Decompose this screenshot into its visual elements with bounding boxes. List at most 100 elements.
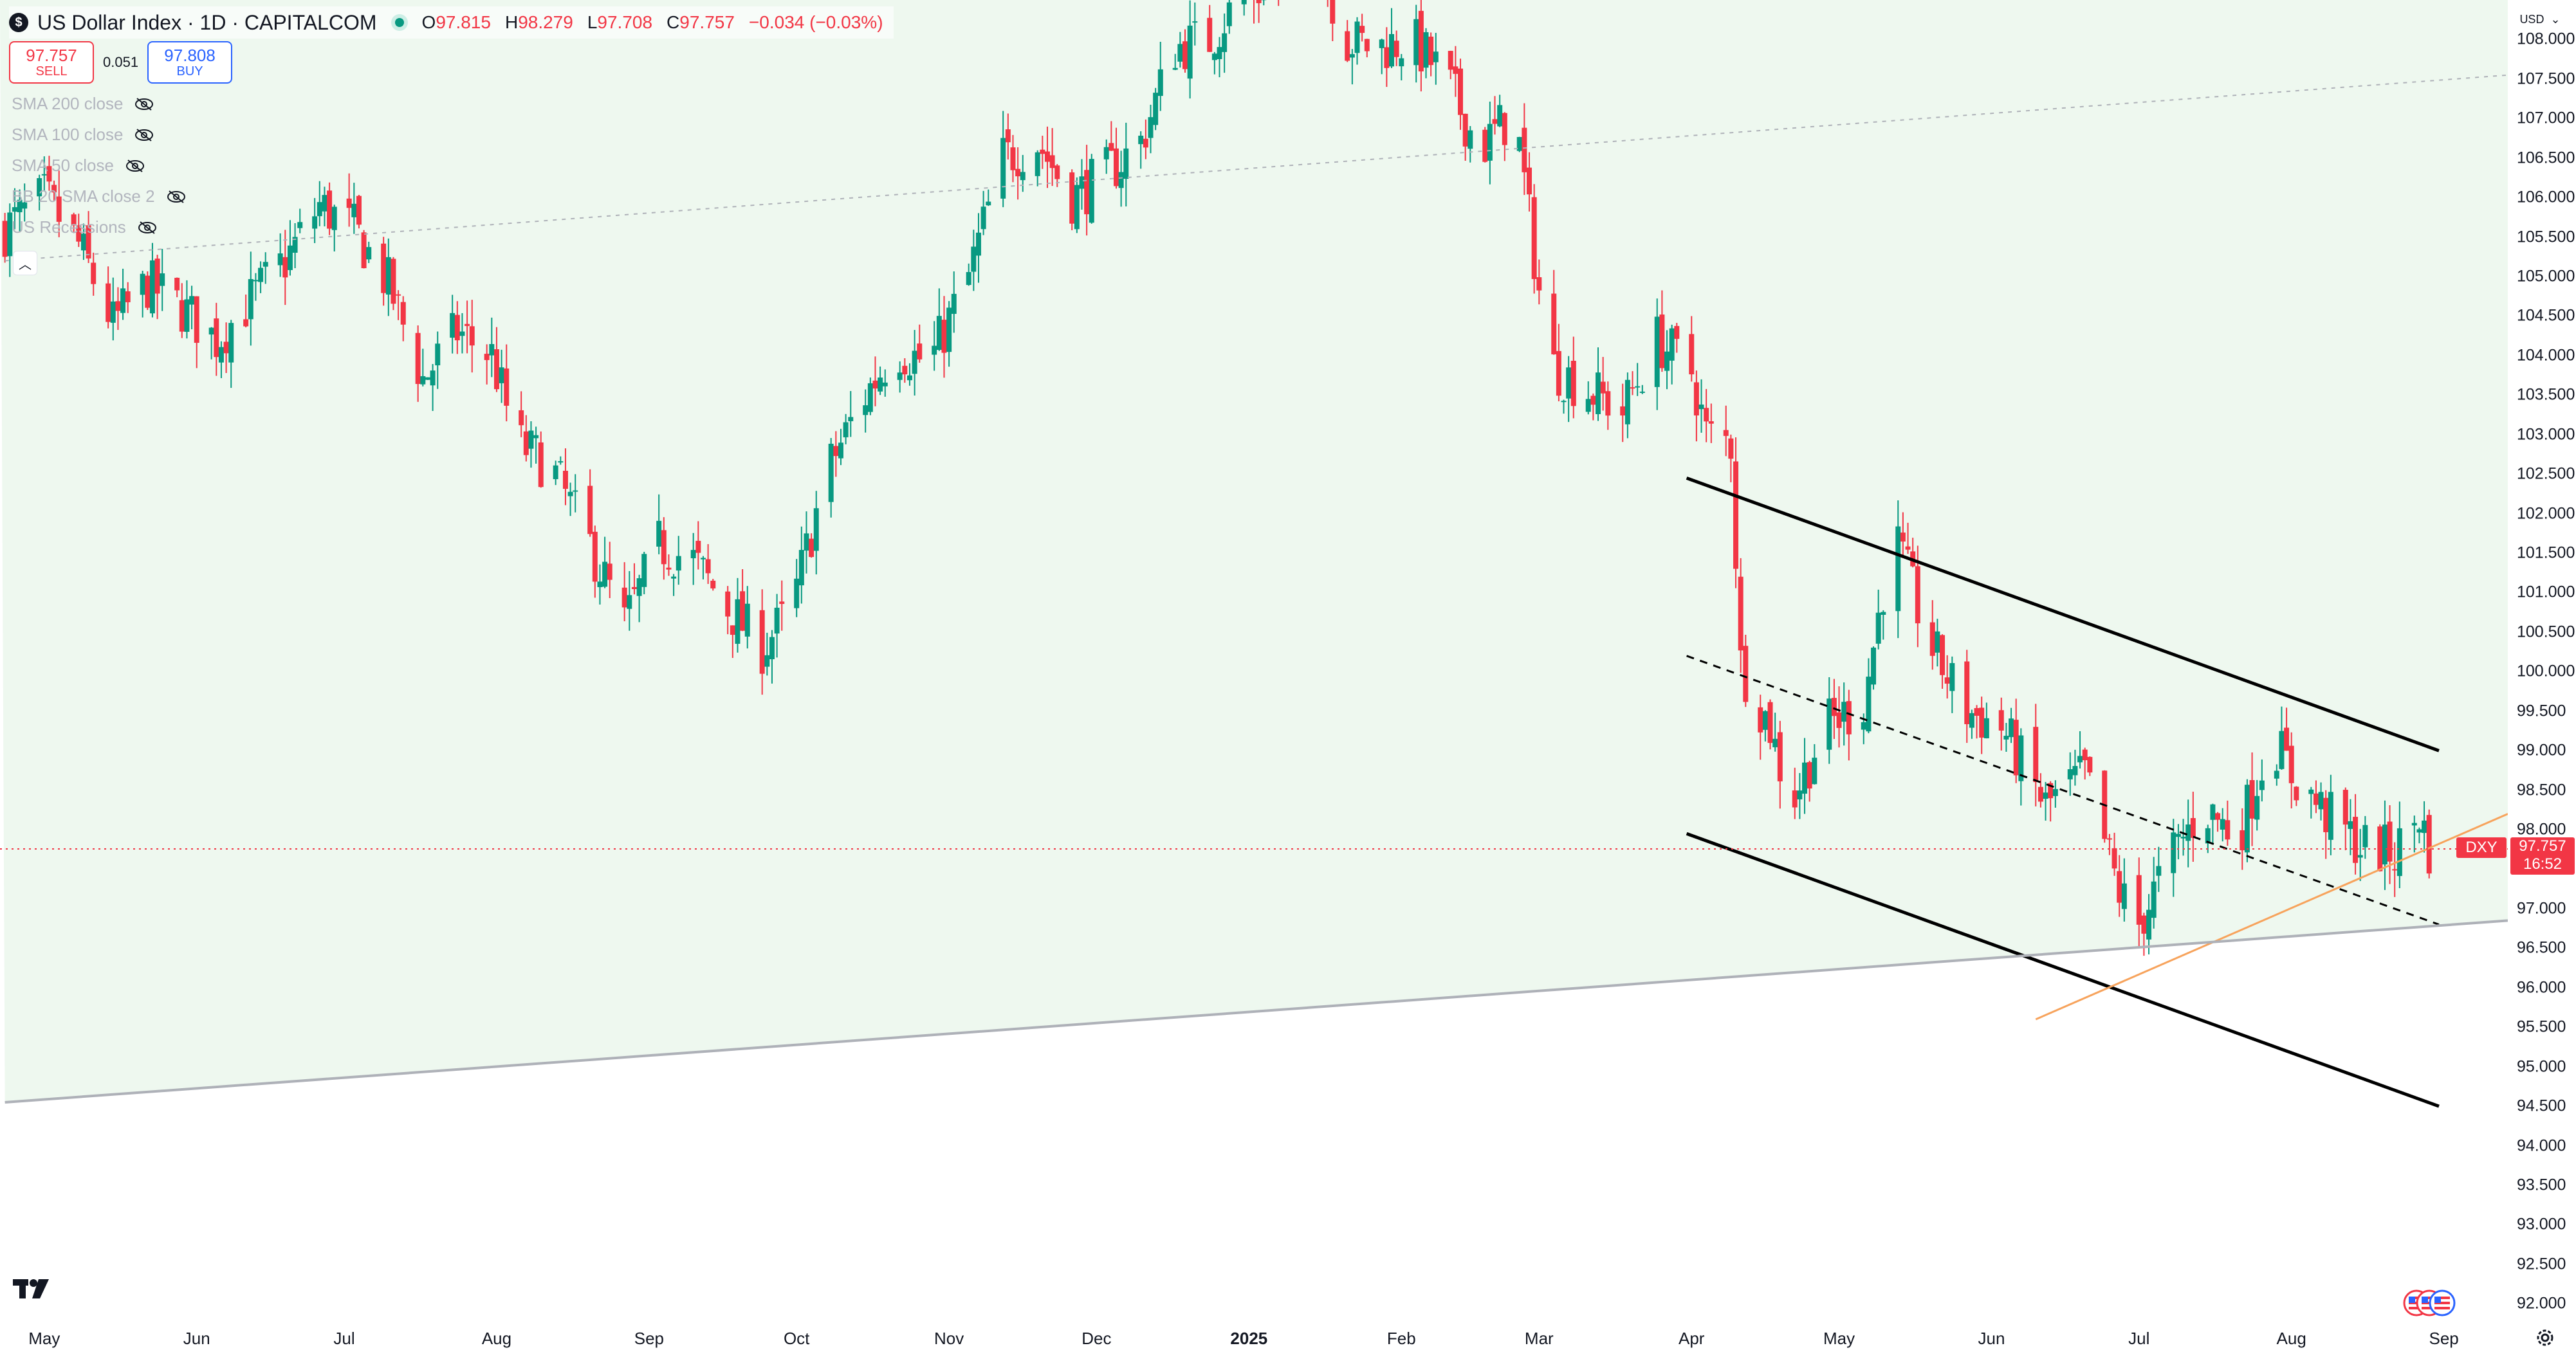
candle[interactable] [450, 295, 455, 354]
candle[interactable] [740, 569, 746, 632]
candle[interactable] [2018, 728, 2024, 806]
candle[interactable] [1979, 697, 1985, 754]
candle[interactable] [12, 188, 17, 230]
candle[interactable] [1261, 0, 1267, 6]
candle[interactable] [2422, 801, 2427, 853]
candle[interactable] [331, 205, 337, 251]
candle[interactable] [1527, 152, 1532, 212]
candle[interactable] [1733, 437, 1739, 588]
candle[interactable] [356, 195, 362, 229]
candle[interactable] [1669, 324, 1675, 385]
candle[interactable] [2249, 752, 2255, 846]
candle[interactable] [1354, 17, 1360, 65]
candle[interactable] [932, 321, 937, 371]
candle[interactable] [779, 580, 785, 631]
candle[interactable] [1728, 434, 1734, 482]
candle[interactable] [656, 494, 662, 554]
candle[interactable] [2175, 824, 2181, 860]
sell-button[interactable]: 97.757 SELL [9, 41, 94, 84]
candle[interactable] [1217, 37, 1222, 78]
channel-mid-line[interactable] [1686, 655, 2440, 925]
candle[interactable] [1949, 656, 1955, 713]
candle[interactable] [391, 257, 396, 311]
candle[interactable] [115, 287, 121, 331]
candle[interactable] [1349, 49, 1355, 85]
candle[interactable] [2121, 858, 2127, 922]
candle[interactable] [91, 252, 97, 296]
candle[interactable] [906, 363, 912, 386]
candle[interactable] [420, 349, 426, 387]
candle[interactable] [804, 511, 809, 574]
candle[interactable] [627, 571, 632, 631]
candle[interactable] [312, 197, 318, 243]
candle[interactable] [1413, 5, 1419, 83]
candle[interactable] [1551, 269, 1557, 355]
candle[interactable] [2357, 828, 2363, 881]
candle[interactable] [1531, 184, 1537, 294]
candle[interactable] [415, 325, 421, 402]
candle[interactable] [1767, 699, 1773, 750]
flags-icon[interactable] [2402, 1289, 2456, 1320]
candle[interactable] [533, 426, 539, 464]
candle[interactable] [2244, 779, 2250, 862]
candle[interactable] [2111, 832, 2117, 876]
candle[interactable] [798, 526, 804, 604]
candle[interactable] [243, 294, 249, 328]
candle[interactable] [897, 361, 903, 393]
candle[interactable] [1708, 403, 1714, 443]
candle[interactable] [361, 230, 367, 269]
candle[interactable] [2171, 819, 2176, 897]
candle[interactable] [174, 277, 180, 298]
candle[interactable] [346, 173, 352, 227]
eye-crossed-icon[interactable] [136, 221, 158, 235]
candle[interactable] [2072, 749, 2078, 786]
candle[interactable] [867, 377, 873, 415]
candle[interactable] [710, 579, 716, 591]
candle[interactable] [631, 563, 637, 595]
candle[interactable] [2082, 747, 2088, 780]
candle[interactable] [2342, 787, 2348, 850]
candle[interactable] [1743, 634, 1749, 707]
candle[interactable] [381, 237, 387, 306]
candle[interactable] [41, 156, 47, 191]
candle[interactable] [695, 521, 701, 570]
indicator-sma200[interactable]: SMA 200 close [12, 94, 155, 114]
candle[interactable] [2225, 800, 2231, 846]
collapse-legend-button[interactable]: ︿ [13, 251, 37, 275]
candle[interactable] [1900, 512, 1906, 556]
candle[interactable] [1467, 126, 1473, 163]
candle[interactable] [1256, 0, 1262, 23]
candle[interactable] [327, 182, 333, 235]
candle[interactable] [76, 214, 82, 247]
candle[interactable] [1148, 104, 1154, 154]
candle[interactable] [2240, 808, 2245, 870]
candle[interactable] [1974, 705, 1980, 739]
candle[interactable] [2151, 857, 2157, 929]
candle[interactable] [1487, 101, 1493, 185]
candle[interactable] [1384, 27, 1390, 87]
candle[interactable] [1207, 5, 1213, 52]
candle[interactable] [1871, 646, 1877, 690]
candle[interactable] [51, 180, 57, 201]
candle[interactable] [592, 525, 598, 598]
candle[interactable] [1940, 634, 1946, 689]
candle[interactable] [538, 431, 544, 488]
candle[interactable] [843, 414, 849, 444]
drawing-lines[interactable] [0, 74, 2508, 1108]
candle[interactable] [597, 564, 603, 605]
candle[interactable] [966, 263, 971, 286]
candle[interactable] [125, 282, 131, 313]
candle[interactable] [1664, 330, 1670, 390]
candle[interactable] [1738, 558, 1743, 673]
candle[interactable] [459, 313, 465, 354]
candle[interactable] [764, 632, 770, 676]
candle[interactable] [1222, 14, 1228, 73]
candle[interactable] [2426, 809, 2432, 879]
candle[interactable] [1866, 658, 1872, 734]
candle[interactable] [262, 252, 268, 284]
candle[interactable] [759, 589, 765, 695]
candle[interactable] [1654, 298, 1660, 410]
candle[interactable] [1177, 32, 1183, 68]
candle[interactable] [287, 220, 293, 276]
long-support-line[interactable] [5, 919, 2508, 1104]
